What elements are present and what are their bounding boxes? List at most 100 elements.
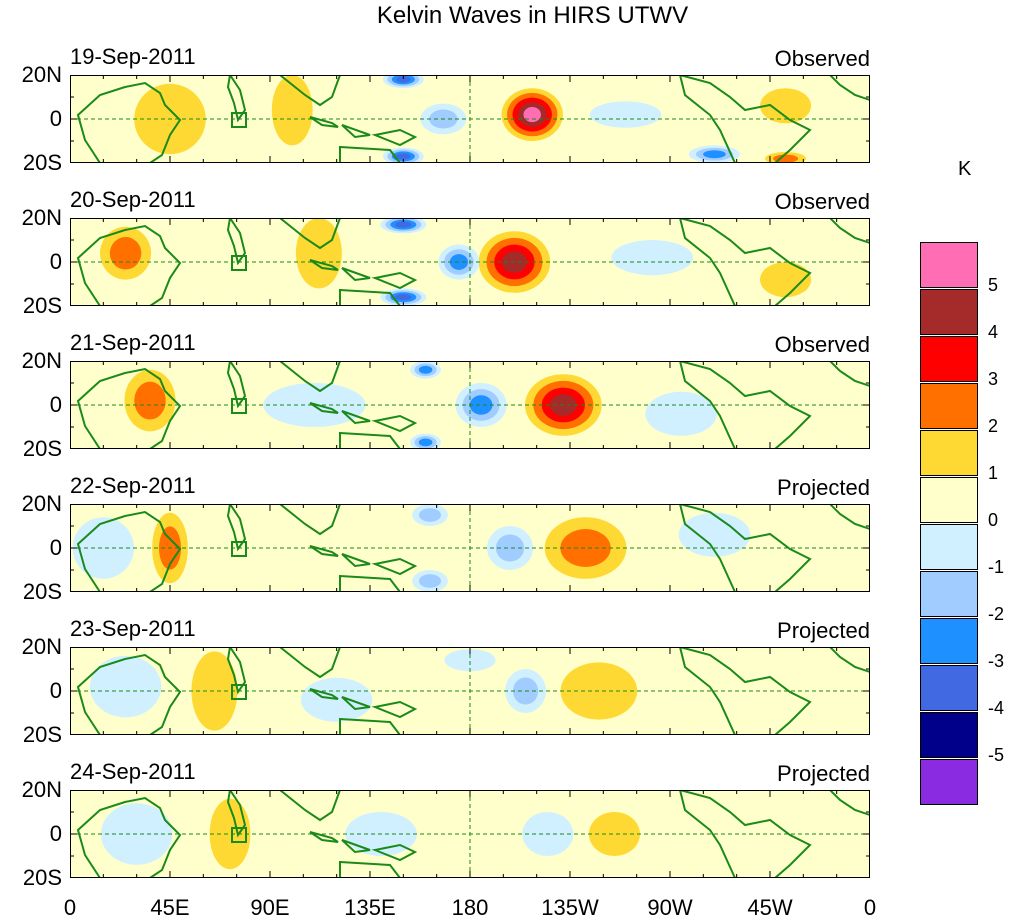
contour-blob [134,381,166,420]
colorbar-unit: K [958,158,972,180]
heatmap-svg [70,361,870,449]
colorbar-swatch [920,524,978,570]
coastline [76,796,182,878]
panel-frame [70,218,870,306]
y-tick-label: 20N [21,348,62,373]
colorbar-label: 1 [988,463,999,483]
coastline [339,860,402,878]
heatmap-svg [70,790,870,878]
x-tick-label: 90W [647,895,693,920]
x-tick-label: 135W [541,895,599,920]
coastline [226,647,247,695]
y-tick-label: 0 [49,821,62,846]
y-tick-label: 20S [22,150,62,175]
coastline [371,271,418,290]
heatmap-panel [70,504,870,592]
heatmap-panel [70,790,870,878]
contour-blob [678,512,751,557]
coastline [309,402,339,414]
panel-date: 19-Sep-2011 [70,44,196,69]
contour-blob [418,438,433,447]
colorbar-label: 2 [988,416,999,436]
coastline [226,361,247,409]
colorbar-label: -5 [988,745,1005,765]
contour-blob [469,395,493,415]
heatmap-svg [70,75,870,163]
coastline [309,259,339,271]
colorbar-label: -4 [988,698,1005,718]
heatmap-svg [70,218,870,306]
coastline [341,696,371,711]
y-tick-label: 20S [22,865,62,890]
contour-blob [703,150,726,159]
panel-status: Observed [774,46,870,71]
colorbar-swatch [920,336,978,382]
colorbar-label: -1 [988,557,1005,577]
coastline [828,218,870,245]
coastline [341,839,371,854]
coastline [341,124,371,139]
coastline [828,790,870,817]
coastline [678,647,812,735]
colorbar-swatch [920,571,978,617]
colorbar-swatch [920,712,978,758]
chart-title: Kelvin Waves in HIRS UTWV [376,2,689,29]
contour-blob [495,534,525,562]
coastline-box [231,827,247,843]
coastline [278,218,342,250]
coastline [226,790,247,838]
coastline [678,504,812,592]
contour-blob [418,508,442,522]
coastline [828,75,870,102]
colorbar-swatch [920,759,978,805]
contour-blob [444,649,496,672]
coastline [226,504,247,552]
heatmap-panel [70,75,870,163]
coastline-box [231,112,247,128]
panel-status: Projected [777,761,870,786]
panel-date: 20-Sep-2011 [70,187,196,212]
y-tick-label: 20N [21,62,62,87]
coastline [339,288,402,306]
contour-blob [395,221,412,228]
colorbar-swatch [920,477,978,523]
coastline [76,81,182,163]
coastline [339,145,402,163]
contour-blob [89,655,162,718]
colorbar-label: 5 [988,275,999,295]
y-tick-label: 0 [49,106,62,131]
coastline [76,510,182,592]
contour-blob [760,262,812,298]
coastline [76,653,182,735]
panel-frame [70,361,870,449]
coastline [339,431,402,449]
panel-date: 22-Sep-2011 [70,473,196,498]
panel-frame [70,647,870,735]
coastline [371,128,418,147]
contour-blob [589,101,662,128]
x-tick-label: 135E [344,895,396,920]
coastline-box [231,541,247,557]
y-tick-label: 20N [21,634,62,659]
panel-status: Observed [774,332,870,357]
contour-blob [760,88,812,124]
y-tick-label: 20S [22,722,62,747]
y-tick-label: 0 [49,249,62,274]
coastline [678,790,812,878]
coastline [278,75,342,107]
x-tick-label: 180 [451,895,489,920]
contour-blob [523,107,541,123]
colorbar-swatch [920,383,978,429]
coastline [339,717,402,735]
coastline [678,361,812,449]
contour-blob [560,529,611,567]
colorbar-swatch [920,618,978,664]
y-tick-label: 20S [22,579,62,604]
panel-frame [70,504,870,592]
y-tick-label: 20N [21,777,62,802]
coastline [76,367,182,449]
contour-blob [396,153,411,160]
coastline [278,504,342,536]
contour-blob [772,154,799,163]
y-tick-label: 20N [21,205,62,230]
